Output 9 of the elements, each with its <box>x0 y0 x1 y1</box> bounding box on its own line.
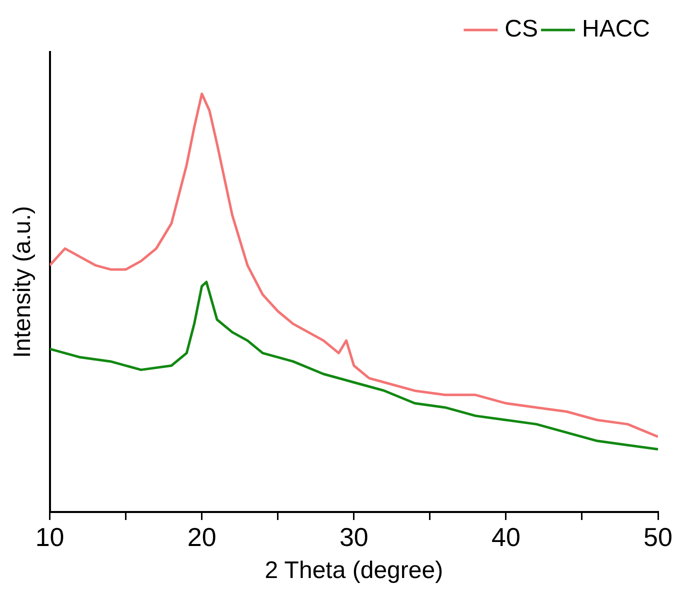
y-axis-title: Intensity (a.u.) <box>9 206 36 358</box>
legend-label: HACC <box>582 16 650 43</box>
x-tick-label: 30 <box>339 522 368 552</box>
legend-label: CS <box>504 16 538 43</box>
x-tick-label: 20 <box>187 522 216 552</box>
x-tick-label: 10 <box>35 522 64 552</box>
x-tick-label: 40 <box>491 522 520 552</box>
x-axis-title: 2 Theta (degree) <box>264 557 444 584</box>
x-tick-label: 50 <box>644 522 672 552</box>
